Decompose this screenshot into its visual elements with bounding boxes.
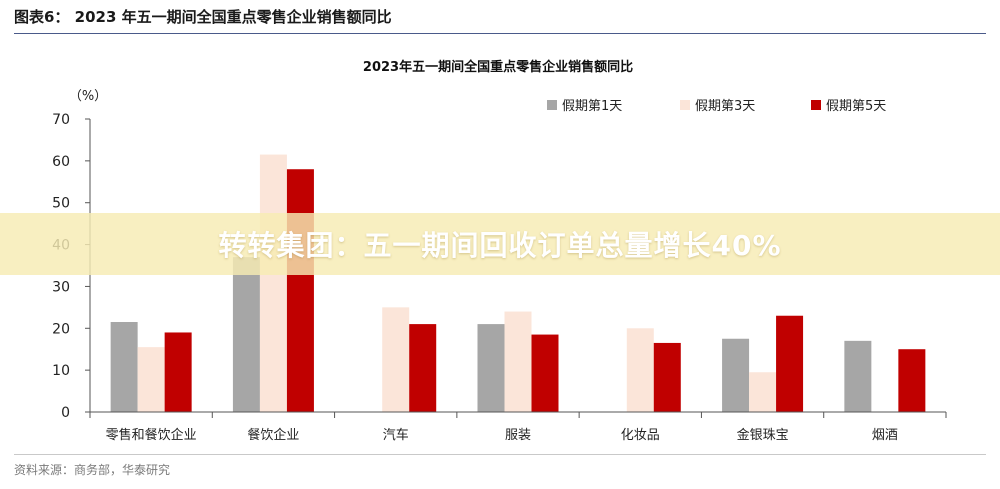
source-divider xyxy=(14,454,986,455)
legend-label: 假期第3天 xyxy=(695,99,755,114)
x-tick-label: 金银珠宝 xyxy=(737,427,789,443)
bar-1 xyxy=(722,338,750,412)
bar-1 xyxy=(110,322,138,412)
bar-2 xyxy=(382,307,410,412)
overlay-headline-text: 转转集团：五一期间回收订单总量增长40% xyxy=(218,229,782,262)
legend: 假期第1天 假期第3天 假期第5天 xyxy=(547,99,886,114)
legend-swatch xyxy=(680,100,690,110)
overlay-headline-banner: 转转集团：五一期间回收订单总量增长40% xyxy=(0,213,1000,275)
x-tick-label: 化妆品 xyxy=(621,428,660,443)
caption-underline xyxy=(14,33,986,34)
x-axis: 零售和餐饮企业 餐饮企业 汽车 服装 化妆品 金银珠宝 烟酒 xyxy=(89,411,947,443)
bar-3 xyxy=(409,324,437,412)
bar-3 xyxy=(286,169,314,412)
y-tick-label: 70 xyxy=(52,112,70,128)
bar-2 xyxy=(137,347,165,412)
figure-caption: 图表6： 2023 年五一期间全国重点零售企业销售额同比 xyxy=(14,8,392,26)
x-tick-label: 汽车 xyxy=(383,427,409,443)
chart-title: 2023年五一期间全国重点零售企业销售额同比 xyxy=(363,59,633,75)
source-note: 资料来源：商务部，华泰研究 xyxy=(14,463,171,477)
y-tick-label: 20 xyxy=(52,321,70,337)
bar-1 xyxy=(232,257,260,412)
bar-2 xyxy=(259,154,287,413)
x-tick-label: 服装 xyxy=(505,428,531,443)
legend-label: 假期第1天 xyxy=(562,99,622,114)
y-tick-label: 60 xyxy=(52,154,70,170)
legend-swatch xyxy=(547,100,557,110)
legend-label: 假期第5天 xyxy=(826,99,886,114)
bar-1 xyxy=(477,324,505,412)
x-tick-label: 零售和餐饮企业 xyxy=(106,427,197,443)
x-tick-label: 餐饮企业 xyxy=(247,427,299,443)
y-tick-label: 50 xyxy=(52,196,70,212)
bar-2 xyxy=(626,328,654,412)
x-tick-label: 烟酒 xyxy=(872,428,898,443)
bar-3 xyxy=(898,349,926,412)
y-tick-label: 0 xyxy=(61,405,70,421)
y-tick-label: 10 xyxy=(52,363,70,379)
legend-swatch xyxy=(811,100,821,110)
bar-3 xyxy=(531,334,559,412)
y-axis-label: （%） xyxy=(69,89,107,104)
bar-3 xyxy=(164,332,192,412)
bar-2 xyxy=(504,311,532,412)
bar-2 xyxy=(749,372,777,412)
figure-caption-bar: 图表6： 2023 年五一期间全国重点零售企业销售额同比 xyxy=(14,6,986,34)
y-tick-label: 30 xyxy=(52,279,70,295)
bar-3 xyxy=(776,315,804,412)
bars xyxy=(110,154,926,413)
bar-3 xyxy=(653,342,681,412)
bar-1 xyxy=(844,340,872,412)
